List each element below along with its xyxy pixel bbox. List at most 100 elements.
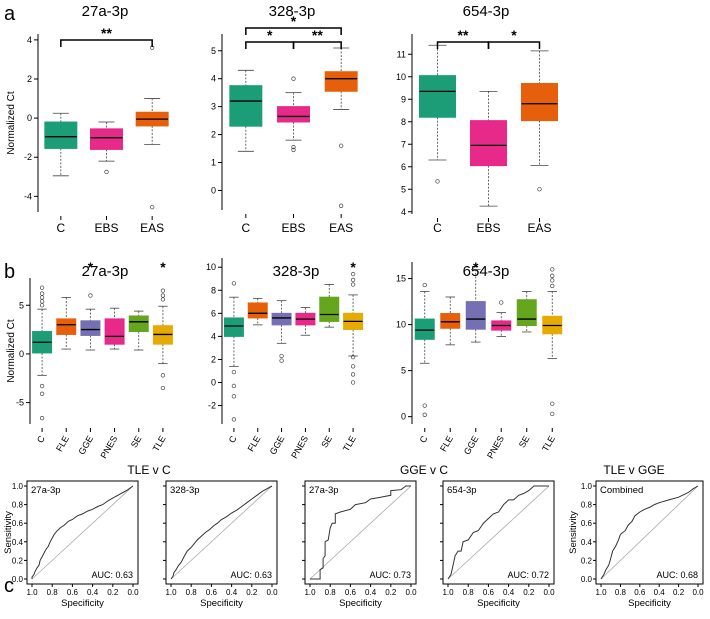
- box-c: [223, 317, 244, 337]
- roc-c2: 328-3p AUC: 0.63 1.0 0.8 0.6 0.4 0.2 0.0 Specifi…: [163, 480, 278, 609]
- x-tick-label: 0.2: [246, 588, 258, 597]
- outlier-point: [422, 282, 427, 288]
- outlier-point: [350, 380, 356, 385]
- y-tick-label: 1.0: [581, 482, 593, 491]
- y-tick-label: 0.4: [581, 538, 593, 547]
- significance-label: *: [267, 27, 273, 43]
- y-tick-label: 2: [27, 74, 32, 84]
- y-tick-label: 0.8: [12, 501, 24, 510]
- x-tick-label: 0.6: [483, 588, 495, 597]
- auc-label: AUC: 0.63: [230, 570, 272, 580]
- box-ebs: [277, 106, 310, 123]
- plot-title: 328-3p: [273, 263, 320, 280]
- y-tick-label: -2: [208, 401, 216, 411]
- box-fle: [440, 313, 461, 329]
- roc-curve: [170, 485, 273, 580]
- significance-bracket: [60, 39, 153, 47]
- category-label-c: C: [56, 221, 65, 235]
- outlier-point: [350, 372, 356, 377]
- y-tick-label: 0.4: [12, 538, 24, 547]
- outlier-point: [104, 169, 109, 175]
- box-se: [516, 299, 537, 327]
- outlier-point: [422, 412, 427, 417]
- boxplot-b3: 654-3p 0 5 10 15 C FLE GGE PNES SE TLE *: [396, 259, 563, 460]
- y-tick-label: 0.2: [12, 556, 24, 565]
- outlier-point: [160, 373, 166, 378]
- box-pnes: [104, 318, 125, 345]
- outlier-point: [231, 383, 237, 389]
- y-tick-label: 4: [27, 35, 32, 45]
- y-tick-label: 2: [211, 354, 216, 364]
- significance-bracket: [245, 41, 295, 49]
- x-axis-label: Specificity: [339, 598, 382, 609]
- roc-group-title-tle-v-c: TLE v C: [127, 463, 171, 477]
- outlier-point: [550, 273, 555, 278]
- x-tick-label: 1.0: [442, 588, 454, 597]
- roc-c4: 654-3p AUC: 0.72 1.0 0.8 0.6 0.4 0.2 0.0 Specifi…: [440, 480, 555, 609]
- plot-title: 328-3p: [269, 3, 316, 20]
- y-tick-label: 5: [401, 184, 406, 194]
- y-tick-label: -5: [16, 398, 24, 408]
- y-tick-label: 0.2: [581, 556, 593, 565]
- outlier-point: [350, 282, 356, 287]
- x-tick-label: 0.8: [47, 588, 59, 597]
- outlier-point: [550, 401, 555, 406]
- x-tick-label: 0.4: [503, 588, 515, 597]
- y-tick-label: -4: [24, 191, 32, 201]
- x-tick-label: 0.0: [692, 588, 704, 597]
- category-label-c: C: [227, 434, 239, 445]
- outlier-point: [350, 354, 356, 360]
- y-tick-label: 5: [211, 46, 216, 56]
- significance-star: *: [160, 259, 166, 275]
- outlier-point: [550, 411, 555, 417]
- significance-label: **: [312, 27, 323, 43]
- box-gge: [271, 312, 292, 326]
- outlier-point: [160, 297, 166, 302]
- plot-title: 27a-3p: [82, 263, 129, 280]
- category-label-fle: FLE: [54, 434, 71, 453]
- category-label-c: C: [241, 221, 250, 235]
- box-ebs: [90, 128, 123, 150]
- box-fle: [56, 318, 77, 335]
- x-tick-label: 0.0: [266, 588, 278, 597]
- panel-c-letter: c: [4, 575, 14, 597]
- y-tick-label: 0.8: [581, 501, 593, 510]
- x-axis-label: Specificity: [628, 598, 671, 609]
- significance-bracket: [245, 27, 342, 35]
- category-label-tle: TLE: [341, 434, 358, 453]
- roc-curve: [600, 485, 699, 580]
- plot-title: 27a-3p: [82, 3, 129, 20]
- box-eas: [324, 71, 358, 92]
- outlier-point: [39, 285, 45, 290]
- roc-mirna-label: Combined: [600, 485, 643, 496]
- outlier-point: [231, 394, 237, 399]
- category-label-se: SE: [319, 434, 334, 449]
- box-c: [44, 121, 78, 149]
- y-tick-label: 0: [211, 185, 216, 195]
- category-label-eas: EAS: [140, 221, 164, 235]
- outlier-point: [550, 267, 555, 272]
- outlier-point: [39, 416, 45, 421]
- outlier-point: [550, 283, 555, 289]
- y-tick-label: 10: [206, 262, 216, 272]
- category-label-se: SE: [129, 434, 144, 449]
- x-tick-label: 0.0: [405, 588, 417, 597]
- y-tick-label: 2: [211, 130, 216, 140]
- box-c: [419, 75, 456, 118]
- y-tick-label: 6: [211, 308, 216, 318]
- significance-star: *: [473, 259, 479, 275]
- significance-bracket: [487, 41, 541, 49]
- y-tick-label: 3: [211, 102, 216, 112]
- x-tick-label: 0.6: [345, 588, 357, 597]
- outlier-point: [350, 277, 356, 283]
- x-axis-label: Specificity: [477, 598, 520, 609]
- y-tick-label: 4: [401, 207, 406, 217]
- outlier-point: [150, 204, 155, 210]
- x-axis-label: Specificity: [200, 598, 243, 609]
- panel-a-letter: a: [4, 3, 16, 25]
- significance-label: *: [511, 27, 517, 43]
- box-fle: [247, 302, 268, 319]
- outlier-point: [39, 383, 45, 389]
